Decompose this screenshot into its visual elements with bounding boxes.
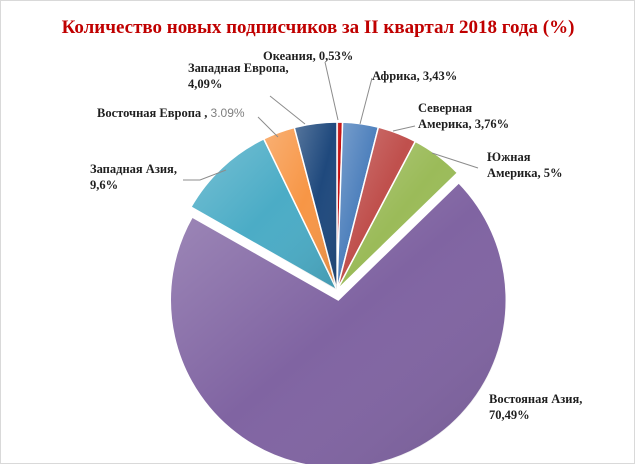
label-west-asia-line1: Западная Азия,	[90, 162, 177, 176]
pie-slice-shading-восточная-европа	[263, 127, 337, 290]
label-north-america-line2: Америка, 3,76%	[418, 117, 509, 131]
label-africa: Африка, 3,43%	[372, 69, 457, 83]
leader-line-oceania	[324, 61, 339, 121]
leader-line-west-europe	[269, 95, 306, 125]
label-east-asia-line2: 70,49%	[489, 408, 530, 422]
label-east-europe: Восточная Европа , 3.09%	[97, 106, 245, 120]
chart-title: Количество новых подписчиков за II кварт…	[62, 17, 575, 38]
label-east-europe-value: 3.09%	[211, 106, 245, 120]
label-oceania: Океания, 0,53%	[263, 49, 353, 63]
label-west-europe-line1: Западная Европа,	[188, 61, 289, 75]
pie-slice-shading-западная-европа	[294, 122, 337, 290]
leader-line-north-america	[392, 125, 416, 132]
leader-line-east-europe	[257, 116, 279, 138]
leader-line-west-asia	[183, 169, 227, 181]
leader-line-south-america	[431, 152, 479, 169]
pie-slices	[169, 121, 508, 464]
pie-slice-shading-северная-америка	[337, 127, 416, 291]
pie-slice-shading-востояная-азия	[170, 182, 507, 464]
label-west-europe-line2: 4,09%	[188, 77, 222, 91]
label-west-asia-line2: 9,6%	[90, 178, 118, 192]
pie-slice-shading-южная-америка	[337, 141, 458, 290]
label-south-america-line1: Южная	[487, 150, 531, 164]
leader-line-africa	[359, 77, 373, 125]
leader-lines	[183, 61, 479, 181]
pie-slice-shading-западная-азия	[190, 138, 337, 290]
label-south-america-line2: Америка, 5%	[487, 166, 563, 180]
label-east-europe-name: Восточная Европа	[97, 106, 202, 120]
label-east-asia-line1: Востояная Азия,	[489, 392, 582, 406]
label-north-america-line1: Северная	[418, 101, 472, 115]
label-east-europe-sep: ,	[201, 106, 210, 120]
